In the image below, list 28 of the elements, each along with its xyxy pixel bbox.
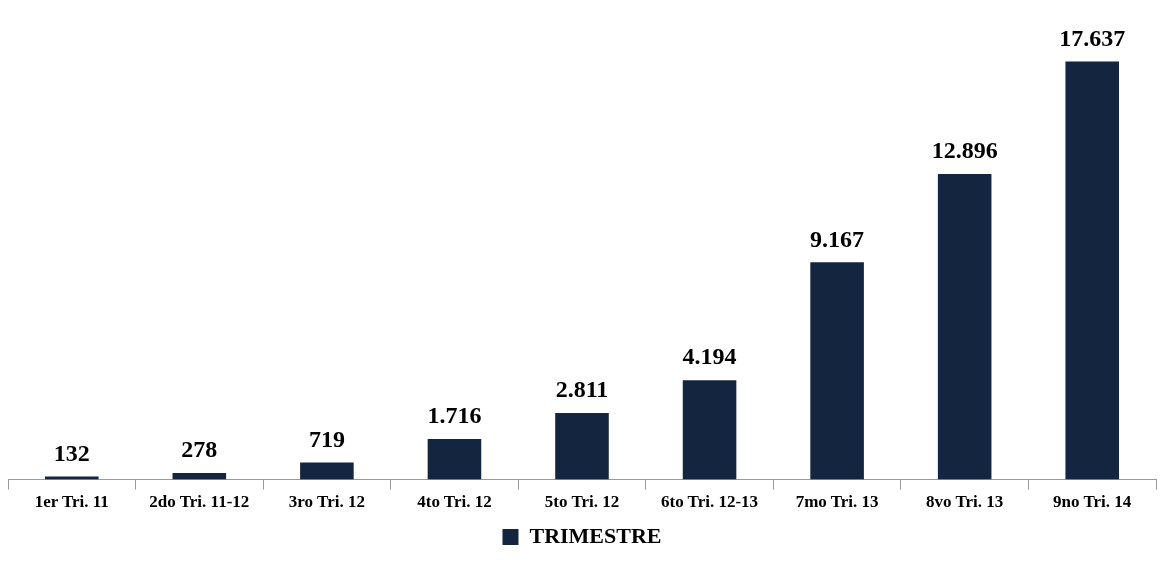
bar [810, 262, 864, 480]
x-tick-label: 7mo Tri. 13 [795, 492, 879, 512]
x-tick-label: 6to Tri. 12-13 [660, 492, 759, 512]
bar [44, 476, 99, 480]
data-label: 9.167 [810, 225, 865, 252]
x-tick-label: 4to Tri. 12 [417, 492, 492, 512]
bar [1065, 61, 1120, 480]
legend-label: TRIMESTRE [529, 522, 662, 548]
data-label: 4.194 [682, 343, 737, 370]
x-tick-label: 8vo Tri. 13 [926, 492, 1004, 512]
data-label: 132 [53, 439, 90, 466]
data-label: 2.811 [555, 376, 609, 403]
x-tick-label: 5to Tri. 12 [544, 492, 620, 512]
x-tick-label: 2do Tri. 11-12 [149, 492, 250, 512]
bar [427, 438, 482, 480]
bar [937, 173, 992, 480]
x-tick-label: 9no Tri. 14 [1053, 492, 1132, 512]
data-label: 12.896 [931, 137, 998, 164]
x-tick-label: 3ro Tri. 12 [288, 492, 365, 512]
bar [172, 473, 227, 480]
bar [682, 380, 737, 480]
data-label: 719 [308, 425, 345, 452]
bar [555, 412, 609, 480]
data-label: 278 [181, 436, 218, 463]
data-label: 17.637 [1059, 24, 1126, 51]
bar [300, 462, 354, 480]
x-tick-label: 1er Tri. 11 [34, 492, 109, 512]
data-label: 1.716 [427, 402, 482, 429]
